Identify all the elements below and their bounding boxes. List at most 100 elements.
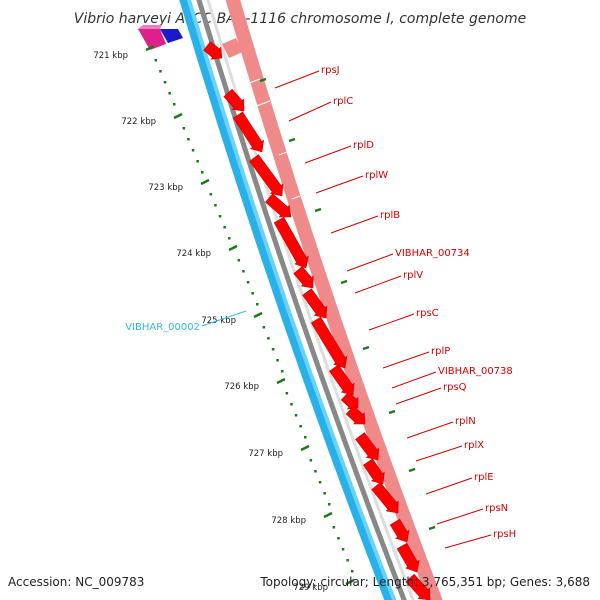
gene-label[interactable]: rplP — [431, 346, 450, 357]
minor-tick — [168, 92, 171, 95]
gene-boundary — [291, 192, 309, 200]
gene-label[interactable]: rpsC — [416, 308, 439, 319]
minor-tick — [328, 503, 331, 506]
gene-label[interactable]: rplW — [365, 170, 388, 181]
tick-label: 729 kbp — [293, 583, 328, 593]
cds-arrow[interactable] — [264, 193, 292, 218]
major-tick — [345, 578, 355, 586]
gene-label[interactable]: rplC — [333, 96, 353, 107]
cds-arrow[interactable] — [389, 518, 410, 543]
minor-tick — [196, 160, 199, 163]
top-pink-feature[interactable] — [138, 25, 162, 29]
leader-line — [406, 421, 454, 439]
outer-tick — [408, 467, 416, 473]
reverse-gene-label[interactable]: VIBHAR_00002 — [125, 322, 200, 333]
minor-tick — [271, 348, 275, 351]
minor-tick — [173, 103, 176, 106]
tick-label: 726 kbp — [224, 382, 259, 392]
forward-strand-light-track — [225, 0, 443, 600]
minor-tick — [191, 149, 195, 152]
gene-boundary — [409, 482, 427, 490]
cds-arrow[interactable] — [396, 542, 420, 573]
minor-tick — [309, 459, 313, 462]
minor-tick — [341, 548, 345, 551]
cds-arrow[interactable] — [405, 573, 431, 600]
genome-summary-text: Topology: circular; Length: 3,765,351 bp… — [259, 575, 590, 589]
minor-tick — [314, 470, 317, 473]
cds-arrow[interactable] — [232, 111, 264, 153]
gene-label[interactable]: rpsJ — [321, 65, 340, 76]
gene-boundary — [243, 78, 261, 86]
cds-arrow[interactable] — [355, 432, 380, 461]
gene-boundary — [368, 364, 386, 372]
top-navy-feature[interactable] — [160, 29, 183, 43]
backbone-white-gap — [206, 0, 415, 600]
tick-label: 721 kbp — [93, 51, 128, 61]
outer-tick — [314, 207, 322, 213]
backbone-track — [179, 0, 443, 600]
minor-tick — [332, 526, 336, 529]
cds-features — [203, 38, 445, 600]
tick-label: 725 kbp — [201, 316, 236, 326]
top-magenta-feature[interactable] — [138, 29, 166, 50]
minor-tick — [351, 570, 354, 573]
cds-arrow[interactable] — [223, 88, 245, 112]
leader-line — [395, 387, 442, 405]
outer-tick — [288, 137, 296, 143]
gene-boundary — [384, 404, 402, 412]
leader-line — [382, 351, 430, 369]
gene-label[interactable]: rplE — [474, 472, 494, 483]
gene-labels: rpsJ rplC rplD rplW rplB VIBHAR_00734 rplV rpsC… — [125, 65, 516, 549]
leader-line — [368, 313, 415, 331]
gene-label[interactable]: rpsH — [493, 529, 516, 540]
top-light-segment[interactable] — [222, 38, 243, 58]
cds-arrow[interactable] — [273, 216, 309, 269]
minor-tick — [281, 370, 284, 373]
leader-line — [444, 534, 492, 549]
gene-boundary — [427, 542, 445, 550]
gene-label[interactable]: rplB — [380, 210, 400, 221]
gene-label[interactable]: rpsQ — [443, 382, 467, 393]
gene-label[interactable]: rplV — [403, 270, 423, 281]
cds-arrow[interactable] — [371, 482, 399, 514]
outer-tick — [362, 345, 370, 351]
gene-label[interactable]: rplX — [464, 440, 484, 451]
cds-arrow[interactable] — [340, 391, 359, 410]
gene-label[interactable]: rplD — [353, 140, 374, 151]
backbone-gray-band — [196, 0, 407, 600]
leader-line — [288, 101, 332, 122]
minor-tick — [267, 337, 270, 340]
leader-line — [330, 215, 379, 234]
minor-tick — [262, 326, 266, 329]
minor-tick — [223, 226, 226, 229]
minor-tick — [290, 403, 293, 406]
cds-arrow[interactable] — [363, 458, 385, 485]
outer-tick — [388, 409, 396, 415]
cds-arrow[interactable] — [329, 364, 355, 396]
cds-arrow[interactable] — [310, 316, 348, 369]
major-tick — [173, 112, 183, 120]
gene-label[interactable]: VIBHAR_00734 — [395, 248, 470, 259]
backbone-blue-highlight — [186, 0, 397, 600]
minor-tick — [159, 70, 162, 73]
cds-arrow[interactable] — [302, 288, 328, 319]
tick-label: 723 kbp — [148, 183, 183, 193]
minor-tick — [285, 392, 289, 395]
gene-boundary — [350, 316, 368, 324]
gene-label[interactable]: rplN — [455, 416, 476, 427]
cds-arrow[interactable] — [345, 405, 366, 425]
cds-arrow[interactable] — [249, 154, 284, 197]
gene-label[interactable]: VIBHAR_00738 — [438, 366, 513, 377]
major-tick — [323, 511, 333, 519]
gene-label[interactable]: rpsN — [485, 503, 508, 514]
accession-text: Accession: NC_009783 — [8, 575, 144, 589]
leader-line — [391, 371, 437, 389]
cds-arrow[interactable] — [293, 266, 314, 289]
cds-arrow[interactable] — [203, 41, 223, 60]
minor-tick — [318, 481, 322, 484]
outer-tick — [259, 77, 267, 83]
gene-boundary — [334, 286, 352, 294]
major-tick — [228, 244, 238, 252]
minor-tick — [346, 559, 349, 562]
minor-tick — [237, 259, 241, 262]
